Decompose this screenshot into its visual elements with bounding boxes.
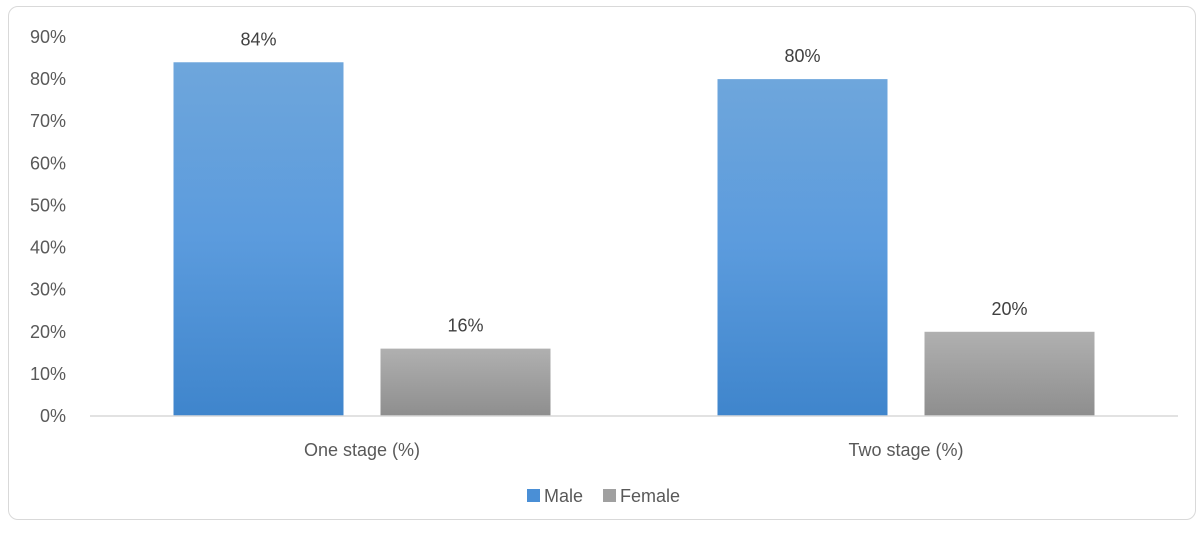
data-label-male-1: 84% (240, 29, 276, 49)
data-label-male-2: 80% (784, 46, 820, 66)
y-tick-label: 20% (30, 322, 66, 342)
legend-label-female: Female (620, 486, 680, 506)
y-tick-label: 80% (30, 69, 66, 89)
y-tick-label: 40% (30, 238, 66, 258)
y-tick-label: 60% (30, 153, 66, 173)
bar-female-2 (924, 331, 1095, 416)
y-tick-label: 70% (30, 111, 66, 131)
legend-swatch-female (603, 489, 617, 502)
data-labels: 84% 16% 80% 20% (240, 29, 1027, 335)
bar-female-1 (380, 348, 551, 416)
y-tick-label: 30% (30, 280, 66, 300)
x-axis-category-labels: One stage (%) Two stage (%) (304, 440, 964, 460)
x-category-label: One stage (%) (304, 440, 420, 460)
legend-swatch-male (527, 489, 540, 502)
x-category-label: Two stage (%) (848, 440, 963, 460)
data-label-female-2: 20% (991, 299, 1027, 319)
legend-label-male: Male (544, 486, 583, 506)
legend: Male Female (527, 486, 680, 506)
y-tick-label: 90% (30, 27, 66, 47)
y-tick-label: 10% (30, 364, 66, 384)
y-axis-tick-labels: 0% 10% 20% 30% 40% 50% 60% 70% 80% 90% (30, 27, 66, 426)
y-tick-label: 50% (30, 195, 66, 215)
data-label-female-1: 16% (447, 316, 483, 336)
bar-male-1 (173, 62, 344, 417)
y-tick-label: 0% (40, 406, 66, 426)
bars (173, 62, 1095, 417)
bar-male-2 (717, 79, 888, 416)
